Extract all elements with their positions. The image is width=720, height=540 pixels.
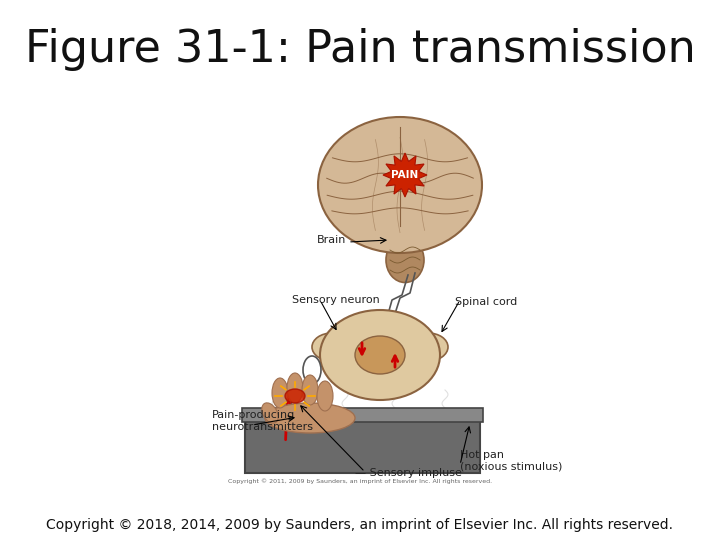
Ellipse shape — [302, 375, 318, 405]
Text: Brain: Brain — [318, 235, 347, 245]
Ellipse shape — [265, 403, 355, 433]
FancyBboxPatch shape — [245, 418, 480, 473]
Polygon shape — [383, 153, 427, 197]
Ellipse shape — [318, 117, 482, 253]
Ellipse shape — [386, 238, 424, 282]
Text: PAIN: PAIN — [392, 170, 418, 180]
Ellipse shape — [287, 373, 303, 403]
Ellipse shape — [320, 310, 440, 400]
Text: Figure 31-1: Pain transmission: Figure 31-1: Pain transmission — [24, 28, 696, 71]
Ellipse shape — [272, 378, 288, 408]
Text: Sensory neuron: Sensory neuron — [292, 295, 379, 305]
FancyBboxPatch shape — [242, 408, 483, 422]
Ellipse shape — [285, 389, 305, 403]
Ellipse shape — [317, 381, 333, 411]
Text: Spinal cord: Spinal cord — [455, 297, 517, 307]
Ellipse shape — [262, 403, 278, 423]
Text: Hot pan
(noxious stimulus): Hot pan (noxious stimulus) — [460, 450, 562, 471]
Ellipse shape — [408, 333, 448, 361]
Ellipse shape — [355, 336, 405, 374]
Text: — Sensory impluse: — Sensory impluse — [355, 468, 462, 478]
Text: Copyright © 2018, 2014, 2009 by Saunders, an imprint of Elsevier Inc. All rights: Copyright © 2018, 2014, 2009 by Saunders… — [47, 518, 673, 532]
Text: Pain-producing
neurotransmitters: Pain-producing neurotransmitters — [212, 410, 313, 431]
Ellipse shape — [312, 333, 352, 361]
Text: Copyright © 2011, 2009 by Saunders, an imprint of Elsevier Inc. All rights reser: Copyright © 2011, 2009 by Saunders, an i… — [228, 478, 492, 484]
